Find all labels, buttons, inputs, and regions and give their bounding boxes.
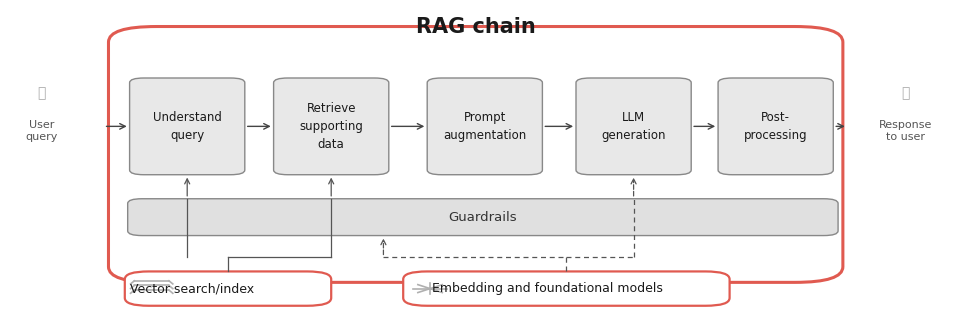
Text: Response
to user: Response to user bbox=[878, 120, 932, 142]
Text: Understand
query: Understand query bbox=[153, 111, 222, 142]
FancyBboxPatch shape bbox=[125, 271, 331, 306]
FancyBboxPatch shape bbox=[718, 78, 833, 175]
Text: Embedding and foundational models: Embedding and foundational models bbox=[432, 282, 662, 295]
Text: Vector search/index: Vector search/index bbox=[130, 282, 254, 295]
Text: 👥: 👥 bbox=[901, 87, 909, 100]
Text: 👥: 👥 bbox=[37, 87, 45, 100]
FancyBboxPatch shape bbox=[427, 78, 542, 175]
FancyBboxPatch shape bbox=[108, 27, 843, 282]
Text: Post-
processing: Post- processing bbox=[744, 111, 807, 142]
FancyBboxPatch shape bbox=[128, 199, 838, 236]
FancyBboxPatch shape bbox=[576, 78, 691, 175]
Text: RAG chain: RAG chain bbox=[416, 17, 536, 37]
FancyBboxPatch shape bbox=[130, 78, 245, 175]
Text: Prompt
augmentation: Prompt augmentation bbox=[444, 111, 526, 142]
FancyBboxPatch shape bbox=[403, 271, 730, 306]
Text: Retrieve
supporting
data: Retrieve supporting data bbox=[300, 102, 363, 151]
Text: User
query: User query bbox=[25, 120, 58, 142]
Text: LLM
generation: LLM generation bbox=[601, 111, 666, 142]
FancyBboxPatch shape bbox=[274, 78, 389, 175]
Text: Guardrails: Guardrails bbox=[448, 211, 517, 224]
